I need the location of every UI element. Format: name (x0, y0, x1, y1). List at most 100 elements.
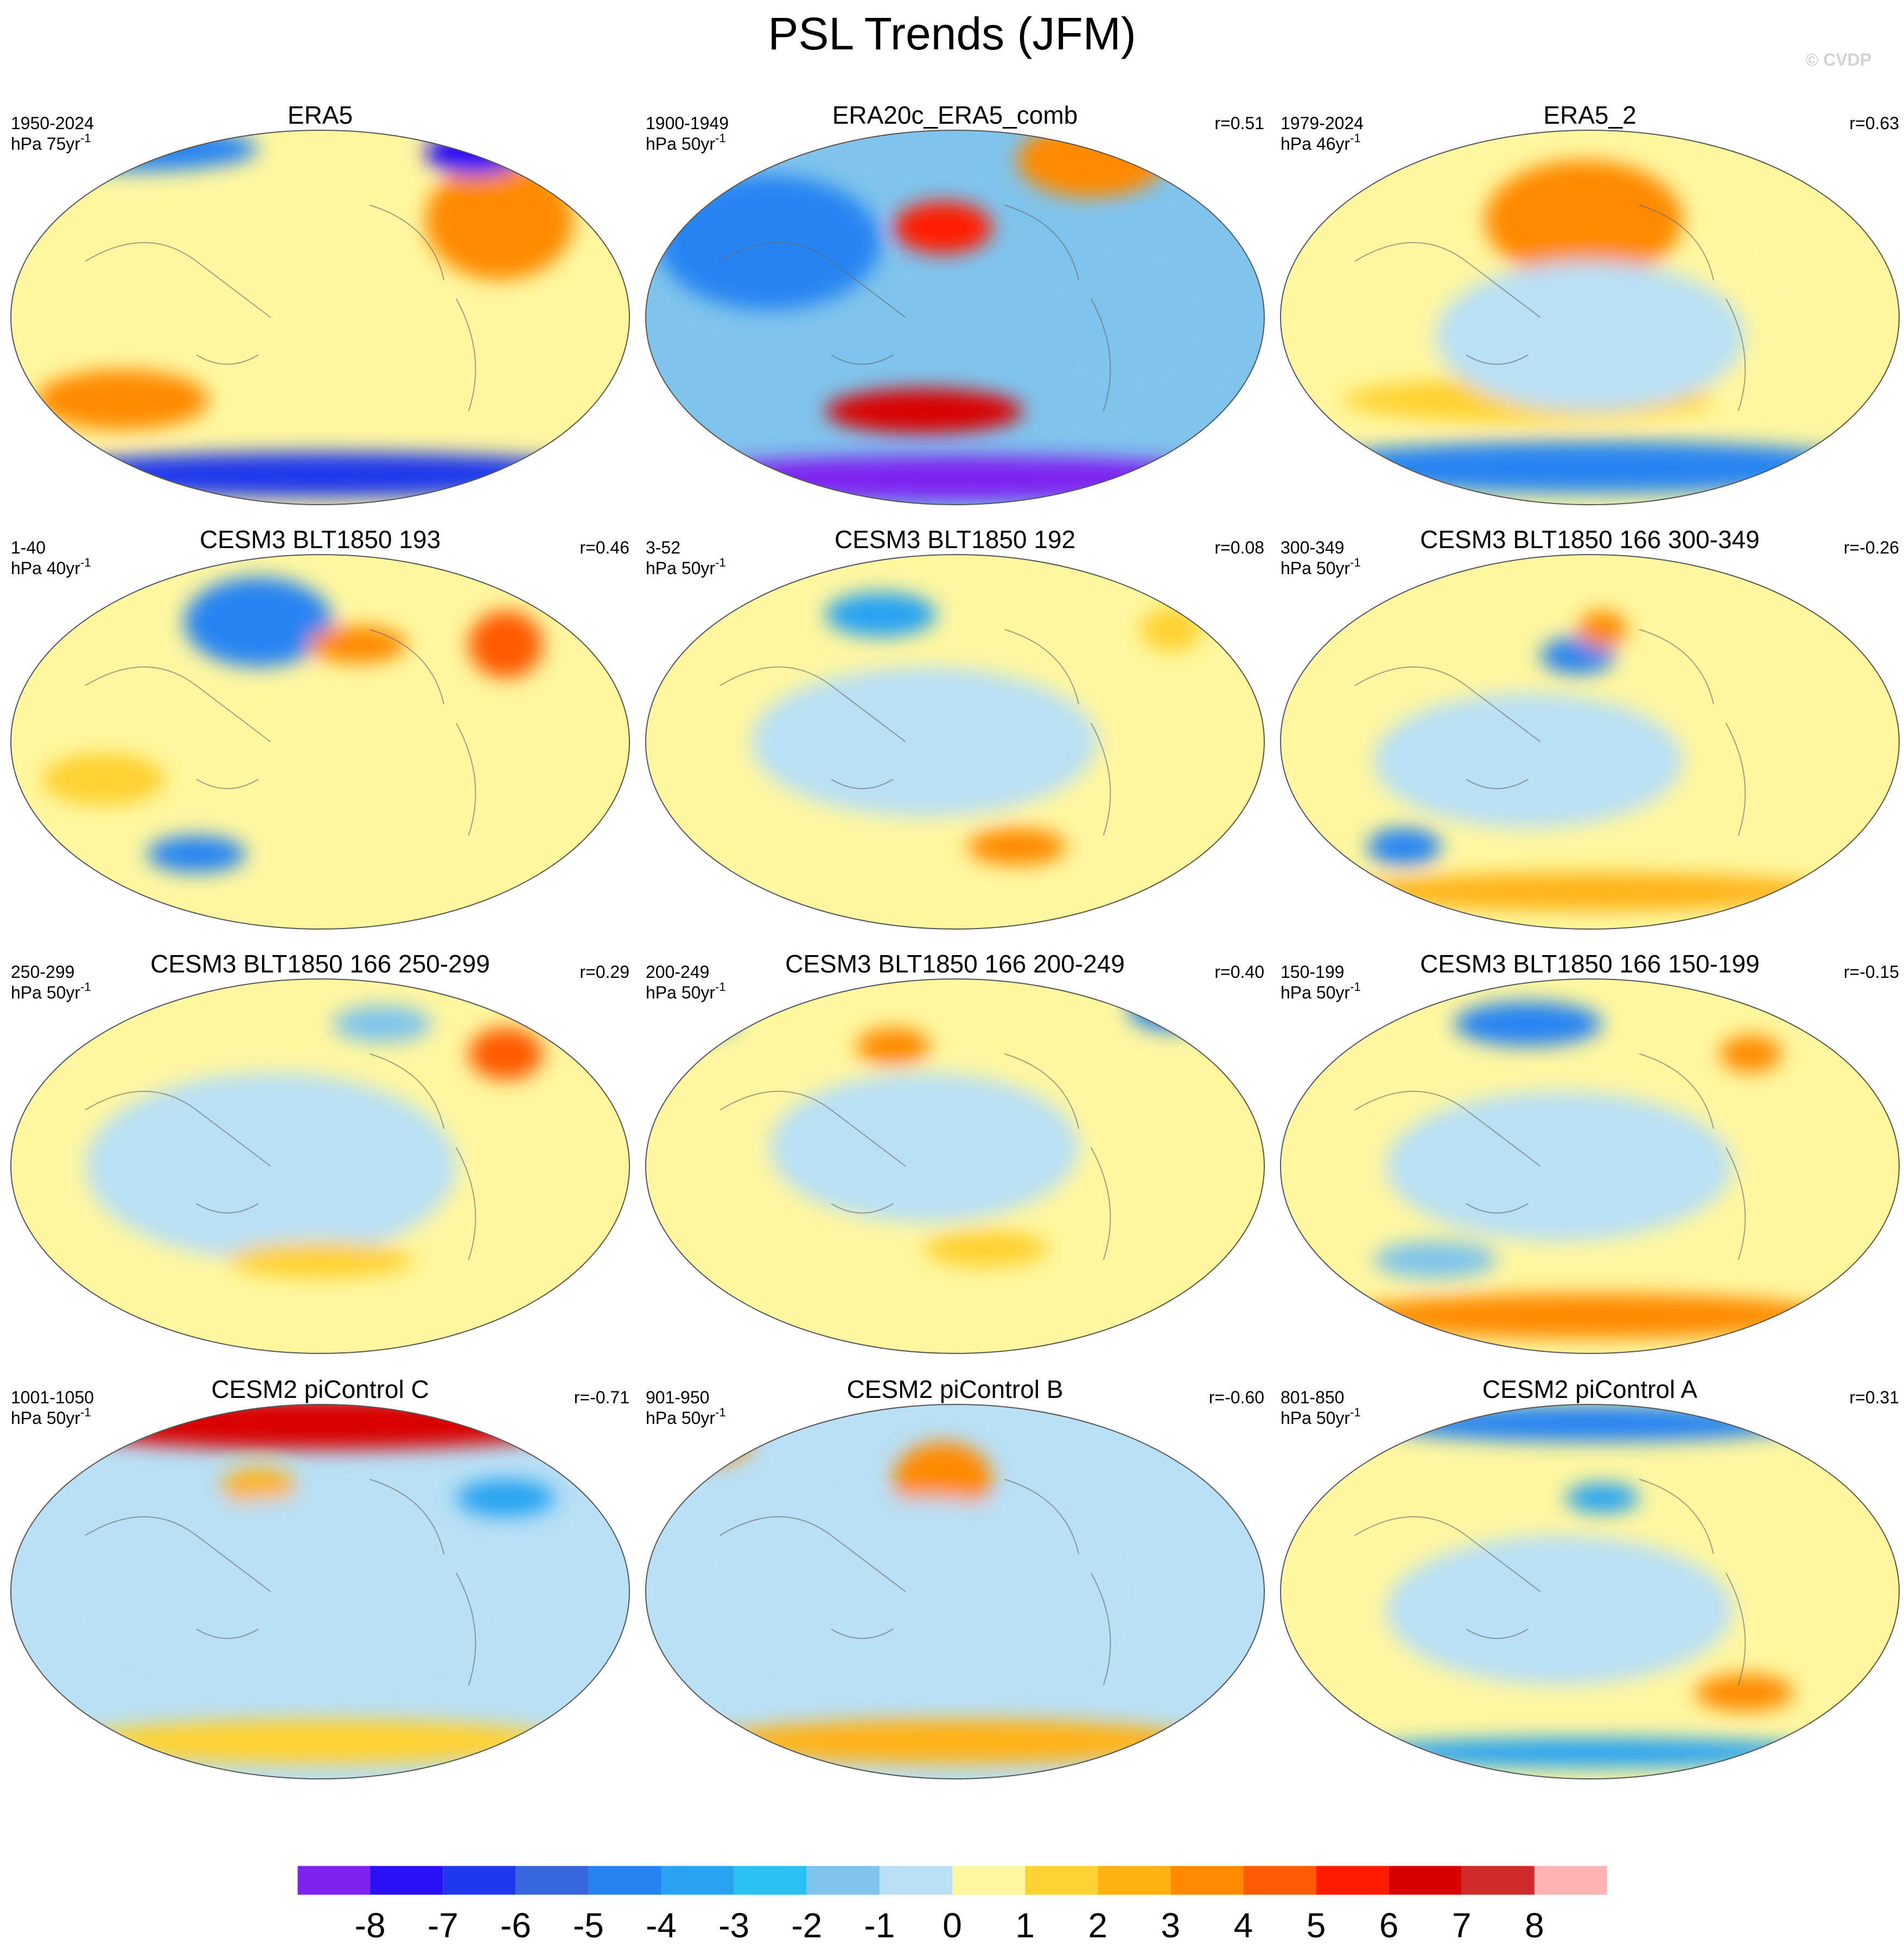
trend-region (738, 1498, 1110, 1686)
panel-period: 3-52 (646, 538, 680, 557)
trend-region (825, 389, 1023, 434)
trend-region (184, 577, 333, 667)
trend-region (147, 835, 246, 873)
panel-correlation: r=0.29 (580, 962, 629, 982)
trend-region (425, 160, 574, 280)
panel-correlation: r=0.46 (580, 538, 629, 557)
panel-title: CESM2 piControl C (211, 1375, 429, 1403)
trend-region (468, 1027, 543, 1080)
trend-region (1373, 693, 1683, 828)
trend-region (332, 1005, 432, 1043)
panel-correlation: r=0.63 (1849, 113, 1899, 133)
map-outline (1280, 554, 1900, 930)
coastlines (1354, 629, 1746, 836)
map-outline (645, 1404, 1265, 1779)
trend-region (104, 1498, 475, 1686)
panel-units: hPa 50yr-1 (1281, 980, 1361, 1002)
trend-region (1577, 610, 1627, 648)
trend-region (1017, 130, 1166, 198)
trend-region (708, 1719, 1202, 1764)
coastlines (85, 205, 476, 411)
panel-units: hPa 50yr-1 (646, 556, 726, 578)
trend-region (1035, 224, 1221, 411)
trend-region (825, 592, 937, 637)
trend-region (1342, 1738, 1837, 1768)
trend-region (769, 1072, 1079, 1223)
map-outline (10, 130, 630, 505)
panel-units: hPa 50yr-1 (646, 1406, 726, 1428)
trend-region (924, 1230, 1048, 1268)
trend-region (468, 610, 543, 678)
trend-region (1141, 607, 1202, 652)
panel-title: CESM3 BLT1850 166 300-349 (1420, 525, 1760, 554)
panel-period: 901-950 (646, 1388, 709, 1407)
trend-region (73, 1719, 568, 1764)
trend-region (1435, 261, 1744, 411)
panel-units: hPa 50yr-1 (1281, 1406, 1361, 1428)
trend-region (1565, 1483, 1640, 1513)
map-outline (10, 554, 630, 930)
trend-region (1732, 168, 1881, 317)
panel-units: hPa 50yr-1 (646, 980, 726, 1002)
panel-correlation: r=-0.26 (1844, 538, 1899, 557)
panel-units: hPa 40yr-1 (11, 556, 91, 578)
panel-title: ERA20c_ERA5_comb (832, 101, 1078, 129)
panel-period: 150-199 (1281, 962, 1344, 982)
trend-region (750, 667, 1098, 817)
panel-title: ERA5 (288, 101, 353, 129)
trend-region (893, 201, 992, 254)
trend-region (1385, 1535, 1733, 1686)
coastlines (1354, 1479, 1746, 1686)
trend-region (1367, 828, 1442, 866)
trend-region (1292, 441, 1887, 494)
panel-correlation: r=-0.60 (1209, 1388, 1264, 1407)
panel-period: 300-349 (1281, 538, 1344, 557)
coastlines (719, 1479, 1111, 1686)
map-outline (10, 1404, 630, 1779)
panel-period: 200-249 (646, 962, 709, 982)
panel-period: 1900-1949 (646, 113, 729, 133)
panel-period: 250-299 (11, 962, 74, 982)
panel-period: 1950-2024 (11, 113, 94, 133)
trend-region (1385, 1091, 1733, 1241)
panel-correlation: r=-0.15 (1844, 962, 1899, 982)
panel-units: hPa 46yr-1 (1281, 131, 1361, 154)
trend-region (1485, 160, 1683, 280)
trend-region (1342, 1293, 1837, 1339)
panel-units: hPa 50yr-1 (1281, 556, 1361, 578)
coastlines (85, 1053, 476, 1260)
panel-title: CESM3 BLT1850 166 250-299 (150, 950, 490, 978)
panel-title: ERA5_2 (1543, 101, 1636, 129)
panel-period: 1979-2024 (1281, 113, 1364, 133)
map-outline (1280, 978, 1900, 1354)
trend-region (425, 130, 525, 175)
page-title: PSL Trends (JFM) (768, 8, 1136, 59)
trend-region (1373, 1241, 1497, 1279)
coastlines (1354, 1053, 1746, 1260)
panel-title: CESM2 piControl A (1482, 1375, 1698, 1403)
panel-units: hPa 75yr-1 (11, 131, 91, 154)
coastlines (719, 629, 1111, 836)
panel-correlation: r=-0.71 (574, 1388, 629, 1407)
trend-region (221, 1468, 296, 1506)
trend-region (42, 753, 165, 806)
panel-title: CESM3 BLT1850 166 200-249 (785, 950, 1125, 978)
trend-region (1695, 1674, 1794, 1712)
panel-correlation: r=0.40 (1214, 962, 1264, 982)
panel-period: 801-850 (1281, 1388, 1344, 1407)
trend-region (11, 452, 629, 498)
map-outline (10, 978, 630, 1354)
panel-title: CESM2 piControl B (847, 1375, 1064, 1403)
panel-title: CESM3 BLT1850 166 150-199 (1420, 950, 1760, 978)
panel-units: hPa 50yr-1 (11, 1406, 91, 1428)
panel-correlation: r=0.51 (1214, 113, 1264, 133)
